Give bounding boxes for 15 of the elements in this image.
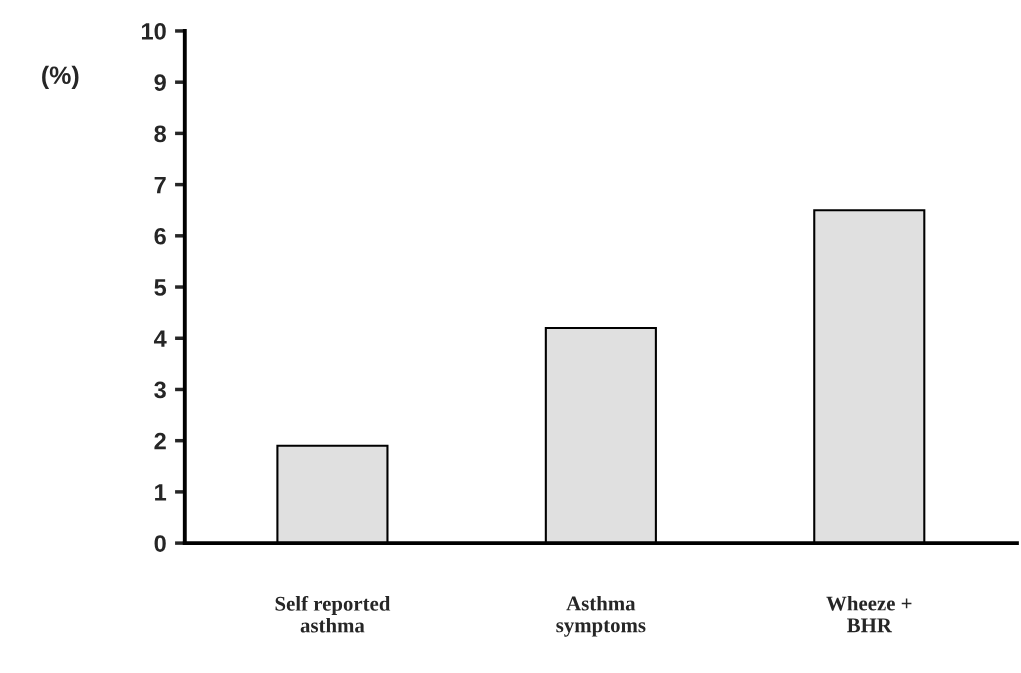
y-tick-label: 8 (154, 125, 167, 143)
y-tick-label: 1 (155, 484, 167, 501)
y-tick-label: 4 (153, 330, 167, 347)
y-tick-label: 10 (141, 23, 166, 40)
x-tick-label: Self reported asthma (275, 595, 391, 633)
y-tick-label: 6 (154, 227, 166, 245)
y-axis-title: (%) (42, 65, 79, 90)
y-tick-label: 3 (154, 381, 166, 399)
y-tick-label: 7 (154, 176, 166, 194)
y-tick-label: 5 (154, 279, 167, 296)
y-tick-label: 0 (154, 535, 166, 552)
x-tick-label: Asthma symptoms (556, 595, 646, 637)
y-tick-label: 9 (154, 74, 166, 91)
y-tick-label: 2 (154, 432, 166, 450)
x-tick-label: Wheeze + BHR (826, 595, 912, 633)
